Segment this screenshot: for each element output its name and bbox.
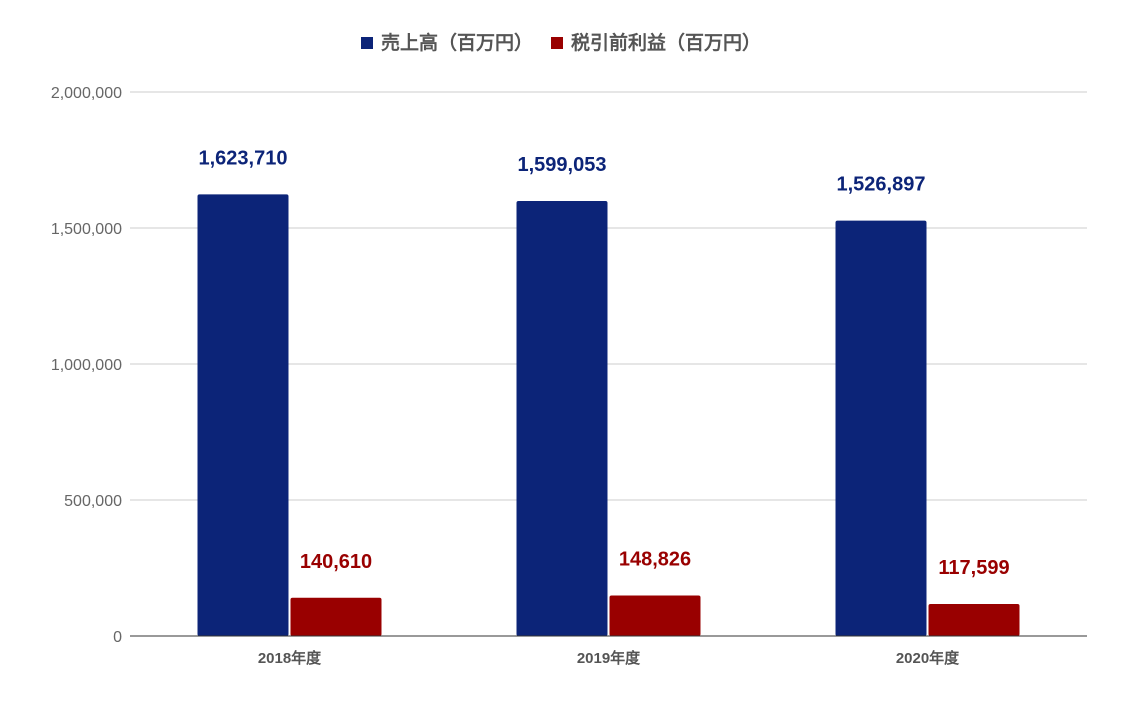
y-tick-label: 1,500,000 — [51, 221, 122, 238]
x-axis: 2018年度 2019年度 2020年度 — [130, 635, 1087, 667]
y-tick-label: 2,000,000 — [51, 85, 122, 102]
y-tick-label: 0 — [113, 629, 122, 646]
y-tick-label: 500,000 — [64, 493, 122, 510]
data-label: 1,526,897 — [837, 174, 926, 196]
data-label: 140,610 — [300, 551, 372, 573]
legend-label: 税引前利益（百万円） — [571, 31, 761, 54]
bars — [197, 194, 1020, 636]
data-label: 117,599 — [938, 557, 1009, 579]
x-tick-label: 2020年度 — [896, 649, 960, 667]
legend-swatch — [551, 37, 563, 49]
data-label: 1,599,053 — [518, 154, 607, 176]
bar-sales — [516, 201, 608, 636]
bar-pretax-profit — [928, 604, 1020, 636]
y-axis: 0 500,000 1,000,000 1,500,000 2,000,000 — [51, 85, 122, 646]
x-tick-label: 2018年度 — [258, 649, 322, 667]
bar-sales — [835, 220, 927, 636]
legend-label: 売上高（百万円） — [381, 31, 533, 54]
x-tick-label: 2019年度 — [577, 649, 641, 667]
y-tick-label: 1,000,000 — [51, 357, 122, 374]
bar-pretax-profit — [609, 595, 701, 636]
data-labels: 1,623,710 140,610 1,599,053 148,826 1,526,89… — [199, 147, 1010, 579]
data-label: 148,826 — [619, 549, 691, 571]
bar-pretax-profit — [290, 597, 382, 636]
data-label: 1,623,710 — [199, 147, 288, 169]
legend: 売上高（百万円） 税引前利益（百万円） — [361, 31, 761, 54]
bar-sales — [197, 194, 289, 636]
legend-swatch — [361, 37, 373, 49]
grid — [130, 91, 1087, 501]
